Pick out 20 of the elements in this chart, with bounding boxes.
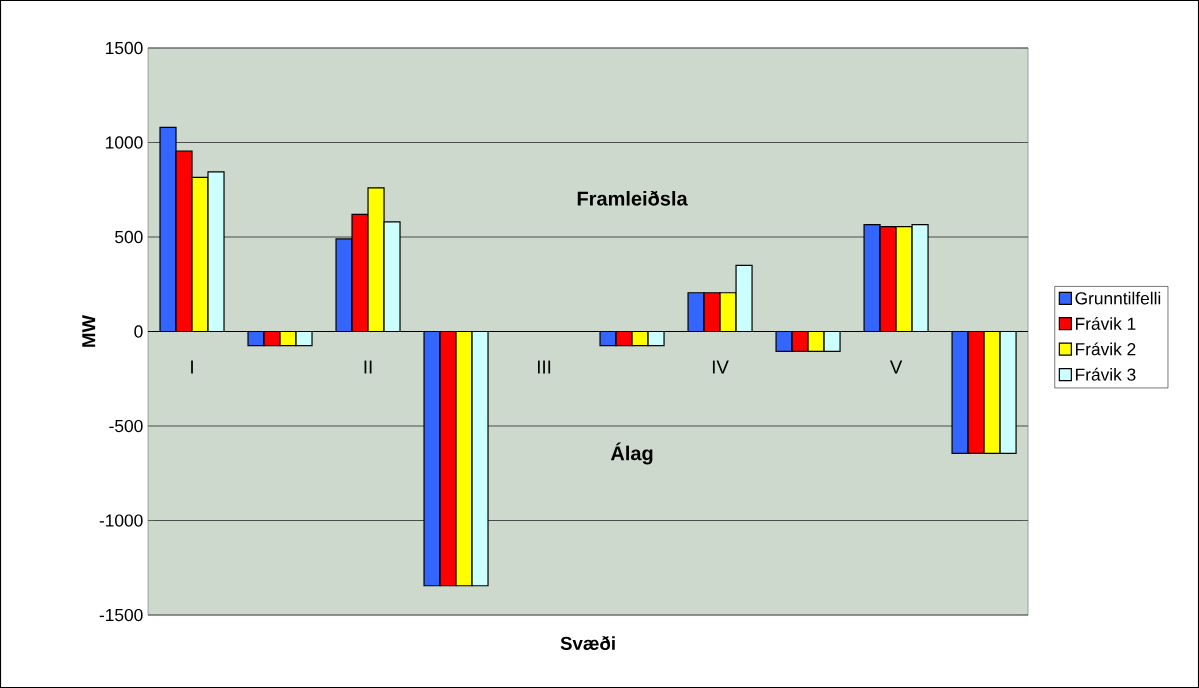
y-tick-label: 1500 (106, 41, 143, 55)
x-tick-label: I (191, 360, 193, 374)
annotation: Framleiðsla (577, 190, 688, 206)
x-tick-label: III (537, 360, 551, 374)
y-tick-label: -500 (109, 419, 143, 433)
annotation: Álag (610, 442, 653, 465)
legend-label: Grunntilfelli (1075, 291, 1161, 305)
legend-label: Frávik 3 (1076, 367, 1136, 381)
x-tick-label: V (889, 360, 903, 374)
x-tick-label: IV (712, 360, 729, 374)
y-axis-title: MW (82, 314, 96, 347)
y-tick-label: -1000 (99, 514, 143, 527)
y-tick-label: 0 (134, 325, 143, 338)
legend-label: Frávik 2 (1076, 342, 1136, 356)
x-axis-title: Svæði (560, 636, 615, 650)
y-tick-label: -1500 (99, 608, 143, 622)
y-tick-label: 1000 (106, 136, 143, 149)
legend-label: Frávik 1 (1076, 316, 1136, 330)
y-tick-label: 500 (115, 230, 143, 244)
x-tick-label: II (364, 360, 372, 374)
